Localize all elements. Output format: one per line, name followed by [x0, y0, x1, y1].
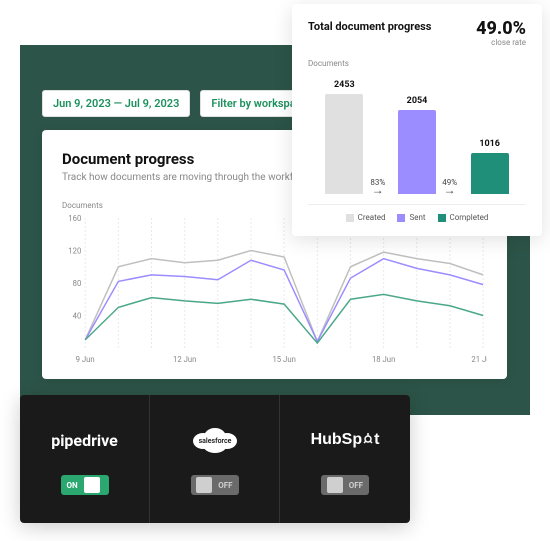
svg-text:80: 80 [73, 279, 82, 288]
integration-hubspot: HubSpt OFF [280, 395, 410, 523]
bar-rect [398, 110, 436, 194]
legend-label: Completed [450, 213, 489, 222]
bar-chart-title: Total document progress [308, 20, 431, 33]
hubspot-toggle[interactable]: OFF [321, 475, 369, 495]
svg-text:40: 40 [73, 311, 82, 320]
legend-item-sent: Sent [397, 213, 425, 222]
svg-text:18 Jun: 18 Jun [372, 355, 395, 364]
toggle-label: ON [67, 481, 78, 490]
pipedrive-toggle[interactable]: ON [61, 475, 109, 495]
close-rate-label: close rate [476, 38, 526, 47]
bar-completed: 1016 [471, 139, 509, 194]
toggle-knob [327, 477, 343, 493]
integrations-strip: pipedrive ON salesforce OFF HubSpt OFF [20, 395, 410, 523]
total-progress-card: Total document progress 49.0% close rate… [292, 4, 542, 236]
controls-row: Jun 9, 2023 — Jul 9, 2023 Filter by work… [42, 90, 332, 117]
bar-rect [325, 94, 363, 194]
date-range-picker[interactable]: Jun 9, 2023 — Jul 9, 2023 [42, 90, 190, 117]
line-chart: 40 80 120 160 9 Jun 12 Jun 15 Jun 18 Jun 21 Jun [62, 214, 487, 364]
bar-chart: 2453 2054 1016 83%→ 49%→ [308, 74, 526, 194]
close-rate: 49.0% close rate [476, 20, 526, 47]
bar-value: 2054 [407, 96, 428, 106]
svg-text:salesforce: salesforce [198, 437, 231, 445]
bar-created: 2453 [325, 80, 363, 194]
bar-y-axis-label: Documents [308, 59, 526, 68]
salesforce-logo-icon: salesforce [185, 423, 245, 457]
hubspot-sprocket-icon [362, 433, 374, 445]
legend-swatch [438, 214, 446, 222]
svg-text:15 Jun: 15 Jun [272, 355, 295, 364]
legend-swatch [397, 214, 405, 222]
legend-item-completed: Completed [438, 213, 489, 222]
bar-legend: Created Sent Completed [308, 204, 526, 222]
conversion-label: 49%→ [442, 178, 457, 194]
salesforce-toggle[interactable]: OFF [191, 475, 239, 495]
bar-value: 2453 [334, 80, 355, 90]
svg-text:9 Jun: 9 Jun [76, 355, 95, 364]
svg-text:120: 120 [68, 246, 81, 255]
bar-rect [471, 153, 509, 194]
date-range-label: Jun 9, 2023 — Jul 9, 2023 [53, 97, 179, 110]
pipedrive-logo: pipedrive [51, 423, 118, 457]
legend-swatch [346, 214, 354, 222]
integration-pipedrive: pipedrive ON [20, 395, 150, 523]
toggle-label: OFF [218, 481, 232, 490]
salesforce-logo: salesforce [185, 423, 245, 457]
hubspot-logo: HubSpt [311, 423, 380, 457]
conversion-label: 83%→ [370, 178, 385, 194]
toggle-knob [84, 477, 100, 493]
bar-value: 1016 [479, 139, 500, 149]
svg-text:21 Jun: 21 Jun [471, 355, 487, 364]
toggle-knob [196, 477, 212, 493]
toggle-label: OFF [349, 481, 363, 490]
legend-label: Created [358, 213, 386, 222]
svg-text:12 Jun: 12 Jun [173, 355, 196, 364]
legend-label: Sent [409, 213, 425, 222]
bar-sent: 2054 [398, 96, 436, 194]
legend-item-created: Created [346, 213, 386, 222]
svg-text:160: 160 [68, 214, 81, 223]
integration-salesforce: salesforce OFF [150, 395, 280, 523]
close-rate-value: 49.0% [476, 20, 526, 38]
